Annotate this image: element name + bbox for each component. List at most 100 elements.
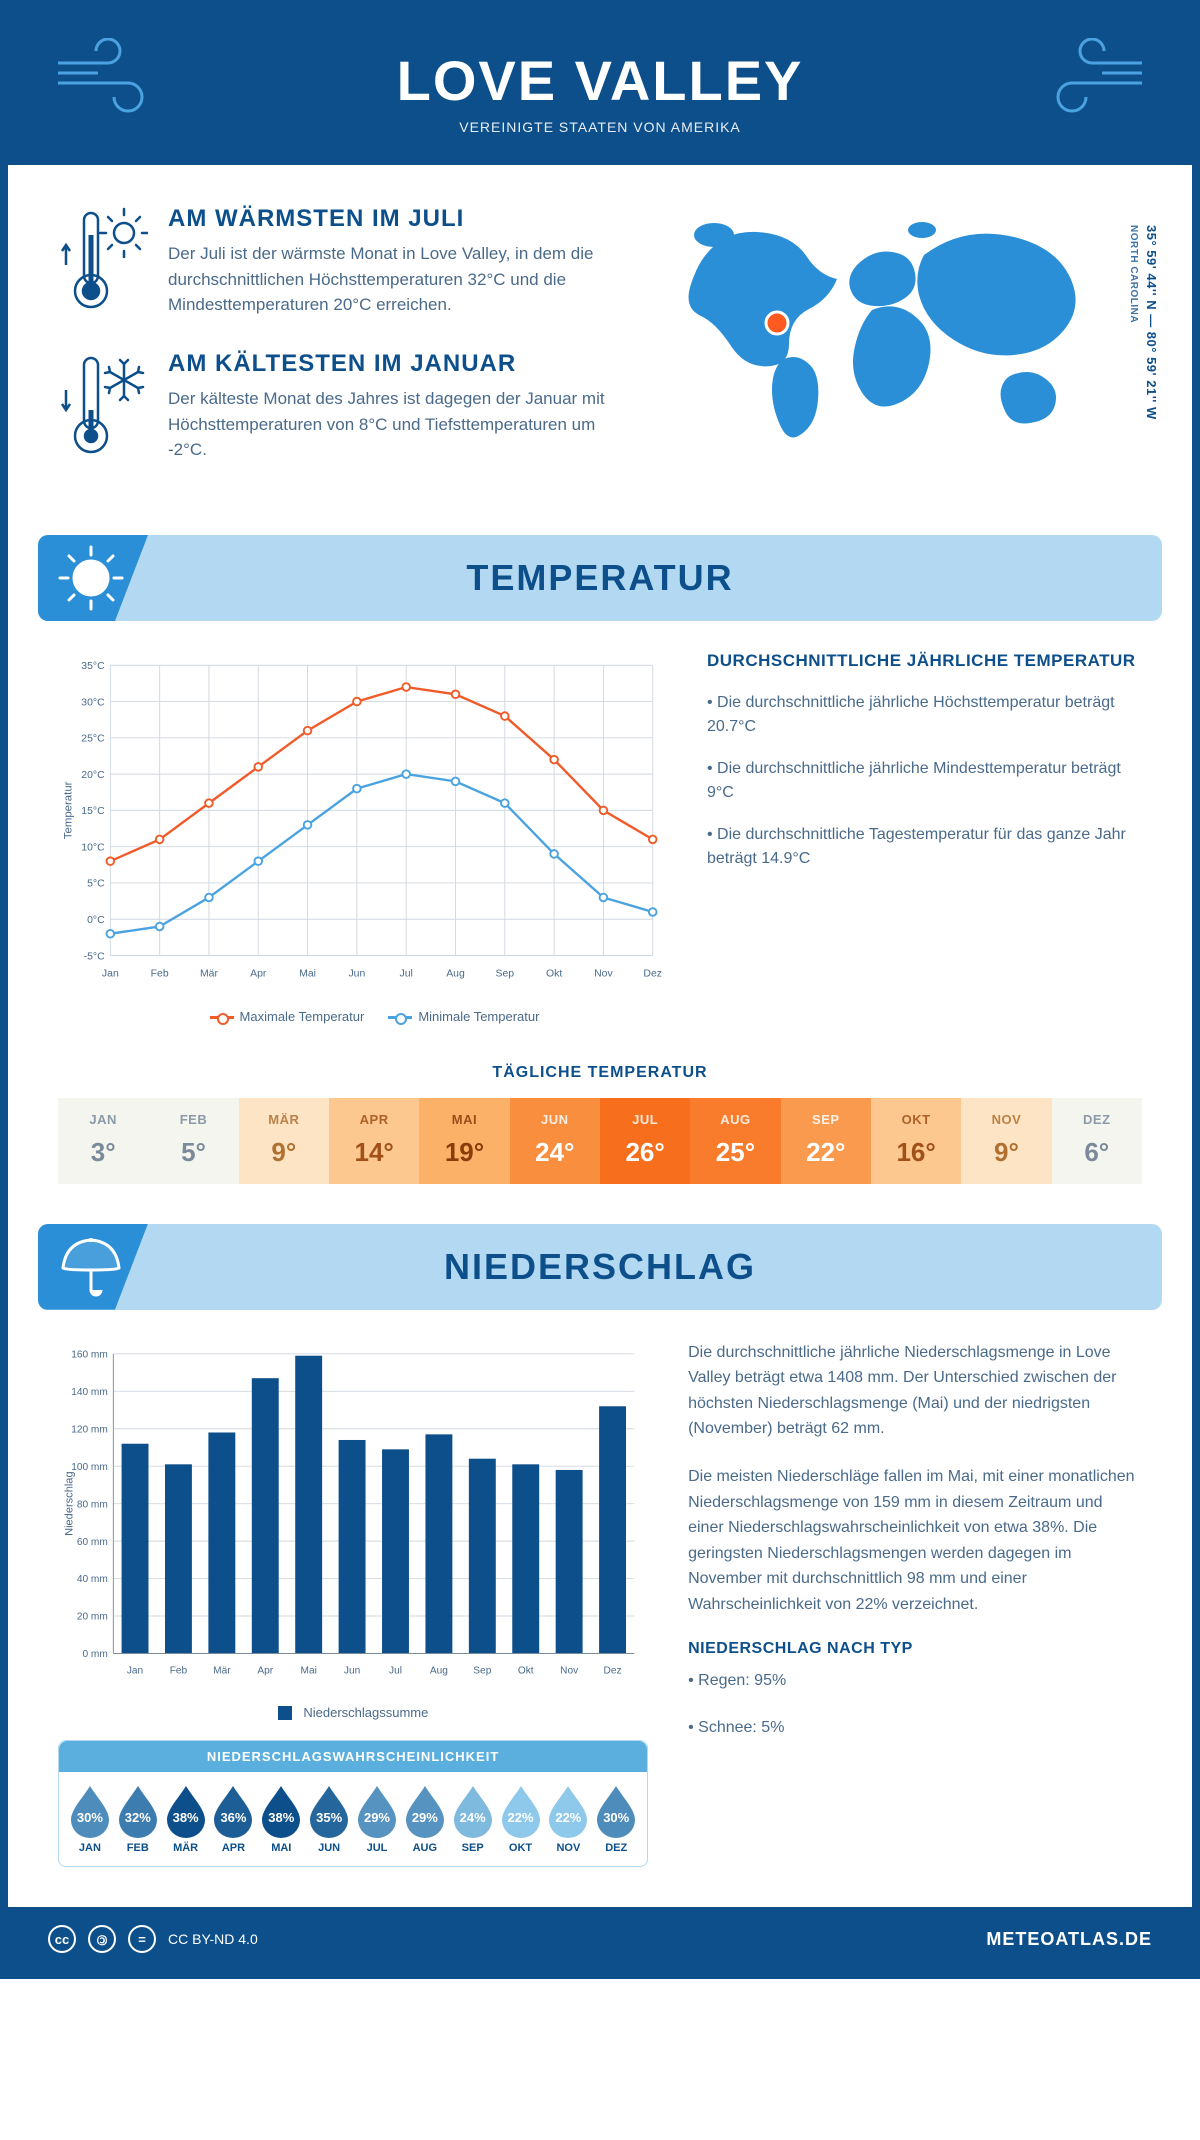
precip-by-type-item: • Schnee: 5%: [688, 1715, 1142, 1741]
wind-icon: [48, 38, 158, 123]
svg-text:160 mm: 160 mm: [71, 1349, 108, 1360]
probability-cell: 36%APR: [211, 1784, 257, 1854]
probability-cell: 29%JUL: [354, 1784, 400, 1854]
precip-by-type-title: NIEDERSCHLAG NACH TYP: [688, 1640, 1142, 1658]
svg-text:Okt: Okt: [546, 968, 562, 979]
svg-text:Dez: Dez: [604, 1665, 622, 1676]
svg-text:Feb: Feb: [151, 968, 169, 979]
daily-temp-cell: OKT16°: [871, 1098, 961, 1184]
license-text: CC BY-ND 4.0: [168, 1931, 258, 1947]
svg-text:Dez: Dez: [643, 968, 662, 979]
temperature-section-banner: TEMPERATUR: [38, 535, 1162, 621]
daily-temp-cell: JAN3°: [58, 1098, 148, 1184]
svg-text:Mär: Mär: [213, 1665, 231, 1676]
probability-cell: 22%NOV: [545, 1784, 591, 1854]
probability-cell: 32%FEB: [115, 1784, 161, 1854]
svg-text:140 mm: 140 mm: [71, 1387, 108, 1398]
svg-text:60 mm: 60 mm: [77, 1536, 108, 1547]
daily-temp-cell: NOV9°: [961, 1098, 1051, 1184]
svg-text:5°C: 5°C: [87, 879, 105, 890]
daily-temp-cell: FEB5°: [148, 1098, 238, 1184]
daily-temp-cell: APR14°: [329, 1098, 419, 1184]
thermometer-cold-icon: [58, 350, 148, 465]
probability-cell: 22%OKT: [498, 1784, 544, 1854]
svg-text:Mai: Mai: [299, 968, 316, 979]
svg-text:Okt: Okt: [518, 1665, 534, 1676]
svg-text:Jul: Jul: [399, 968, 412, 979]
brand-text: METEOATLAS.DE: [986, 1929, 1152, 1950]
thermometer-hot-icon: [58, 205, 148, 320]
daily-temp-cell: DEZ6°: [1052, 1098, 1142, 1184]
nd-icon: =: [128, 1925, 156, 1953]
world-map: 35° 59' 44'' N — 80° 59' 21'' W NORTH CA…: [662, 205, 1142, 495]
by-icon: 🄯: [88, 1925, 116, 1953]
svg-text:15°C: 15°C: [81, 806, 105, 817]
coldest-block: AM KÄLTESTEN IM JANUAR Der kälteste Mona…: [58, 350, 632, 465]
svg-text:25°C: 25°C: [81, 734, 105, 745]
svg-text:-5°C: -5°C: [84, 951, 105, 962]
region-label: NORTH CAROLINA: [1128, 225, 1139, 323]
temp-bullet: • Die durchschnittliche jährliche Mindes…: [707, 757, 1142, 805]
svg-text:Jan: Jan: [127, 1665, 143, 1676]
svg-text:Jun: Jun: [344, 1665, 360, 1676]
svg-text:Apr: Apr: [257, 1665, 273, 1676]
daily-temperature-row: JAN3°FEB5°MÄR9°APR14°MAI19°JUN24°JUL26°A…: [58, 1098, 1142, 1184]
svg-text:Sep: Sep: [473, 1665, 491, 1676]
svg-text:40 mm: 40 mm: [77, 1574, 108, 1585]
daily-temp-title: TÄGLICHE TEMPERATUR: [8, 1064, 1192, 1082]
svg-text:20 mm: 20 mm: [77, 1611, 108, 1622]
coordinates: 35° 59' 44'' N — 80° 59' 21'' W: [1144, 225, 1159, 420]
svg-text:Jun: Jun: [348, 968, 365, 979]
warmest-title: AM WÄRMSTEN IM JULI: [168, 205, 632, 233]
precipitation-section-banner: NIEDERSCHLAG: [38, 1224, 1162, 1310]
svg-text:Sep: Sep: [495, 968, 514, 979]
svg-text:0°C: 0°C: [87, 915, 105, 926]
probability-cell: 35%JUN: [306, 1784, 352, 1854]
svg-text:120 mm: 120 mm: [71, 1424, 108, 1435]
svg-text:Jan: Jan: [102, 968, 119, 979]
svg-text:100 mm: 100 mm: [71, 1461, 108, 1472]
svg-text:Niederschlag: Niederschlag: [64, 1471, 76, 1535]
temperature-heading: TEMPERATUR: [38, 557, 1162, 599]
svg-text:Nov: Nov: [594, 968, 613, 979]
svg-text:80 mm: 80 mm: [77, 1499, 108, 1510]
precip-paragraph: Die meisten Niederschläge fallen im Mai,…: [688, 1464, 1142, 1618]
svg-text:Nov: Nov: [560, 1665, 579, 1676]
precip-paragraph: Die durchschnittliche jährliche Niedersc…: [688, 1340, 1142, 1442]
page-title: LOVE VALLEY: [28, 48, 1172, 113]
svg-text:35°C: 35°C: [81, 661, 105, 672]
temp-bullet: • Die durchschnittliche Tagestemperatur …: [707, 823, 1142, 871]
probability-cell: 30%JAN: [67, 1784, 113, 1854]
probability-cell: 24%SEP: [450, 1784, 496, 1854]
svg-text:Mär: Mär: [200, 968, 219, 979]
hero-banner: LOVE VALLEY VEREINIGTE STAATEN VON AMERI…: [8, 8, 1192, 165]
precipitation-probability-box: NIEDERSCHLAGSWAHRSCHEINLICHKEIT 30%JAN32…: [58, 1740, 648, 1867]
svg-text:0 mm: 0 mm: [82, 1649, 107, 1660]
daily-temp-cell: JUL26°: [600, 1098, 690, 1184]
svg-text:20°C: 20°C: [81, 770, 105, 781]
probability-cell: 38%MÄR: [163, 1784, 209, 1854]
temperature-legend: Maximale TemperaturMinimale Temperatur: [58, 1009, 667, 1024]
svg-text:Aug: Aug: [446, 968, 465, 979]
warmest-block: AM WÄRMSTEN IM JULI Der Juli ist der wär…: [58, 205, 632, 320]
daily-temp-cell: AUG25°: [690, 1098, 780, 1184]
svg-text:Mai: Mai: [301, 1665, 317, 1676]
cc-icon: cc: [48, 1925, 76, 1953]
svg-text:30°C: 30°C: [81, 697, 105, 708]
svg-text:10°C: 10°C: [81, 842, 105, 853]
probability-cell: 38%MAI: [258, 1784, 304, 1854]
svg-text:Aug: Aug: [430, 1665, 448, 1676]
svg-text:Temperatur: Temperatur: [62, 781, 74, 839]
location-marker-icon: [766, 312, 788, 334]
footer: cc 🄯 = CC BY-ND 4.0 METEOATLAS.DE: [8, 1907, 1192, 1971]
coldest-title: AM KÄLTESTEN IM JANUAR: [168, 350, 632, 378]
umbrella-icon: [56, 1232, 126, 1307]
coldest-body: Der kälteste Monat des Jahres ist dagege…: [168, 386, 632, 463]
page-subtitle: VEREINIGTE STAATEN VON AMERIKA: [28, 119, 1172, 135]
daily-temp-cell: MÄR9°: [239, 1098, 329, 1184]
precipitation-legend: Niederschlagssumme: [58, 1705, 648, 1721]
svg-text:Jul: Jul: [389, 1665, 402, 1676]
temp-summary-title: DURCHSCHNITTLICHE JÄHRLICHE TEMPERATUR: [707, 651, 1142, 671]
wind-icon: [1042, 38, 1152, 123]
precipitation-bar-chart: 0 mm 20 mm 40 mm 60 mm 80 mm 100 mm 120 mm 140 …: [58, 1340, 648, 1721]
